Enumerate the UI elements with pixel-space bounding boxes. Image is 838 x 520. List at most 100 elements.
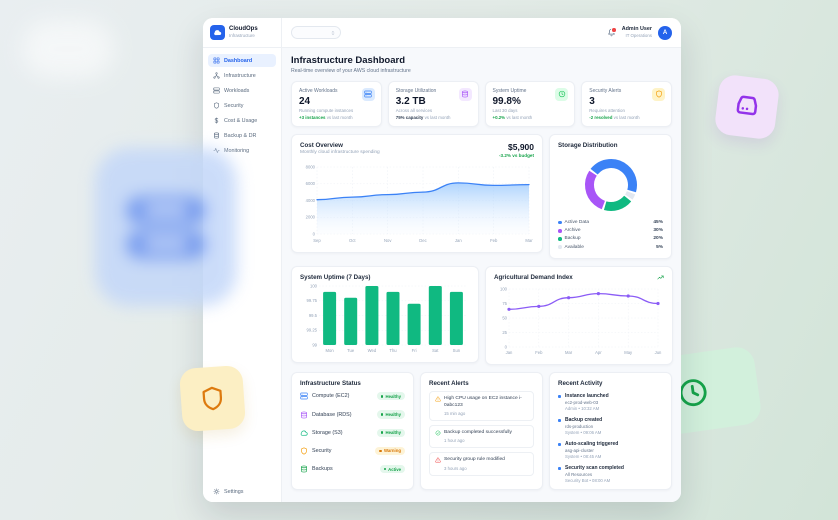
storage-legend-item-available: Available 5% xyxy=(558,243,663,251)
legend-label: Archive xyxy=(564,228,581,234)
storage-card-title: Storage Distribution xyxy=(558,141,618,149)
svg-text:Sun: Sun xyxy=(453,348,461,353)
stat-label: Storage Utilization xyxy=(395,87,437,94)
svg-text:99.75: 99.75 xyxy=(307,298,318,303)
svg-text:Apr: Apr xyxy=(595,350,602,355)
svg-text:100: 100 xyxy=(310,284,318,289)
agri-card: Agricultural Demand Index 0 25 50 75 100 Jan F… xyxy=(485,266,673,366)
stat-sub: Across all services xyxy=(395,107,433,113)
activity-title: Backup created xyxy=(565,417,603,424)
server-stack-sticker xyxy=(95,148,237,306)
svg-text:Jan: Jan xyxy=(506,350,513,355)
app-name: CloudOps xyxy=(229,26,258,33)
legend-pct: 20% xyxy=(653,236,663,242)
stat-card-icon xyxy=(361,87,375,101)
topbar-dropdown[interactable] xyxy=(291,26,341,39)
sidebar-item-label: Cost & Usage xyxy=(224,117,258,124)
activity-item: Instance launched ec2-prod-web-03 Admin • … xyxy=(558,393,663,411)
stat-card-icon xyxy=(555,87,569,101)
activity-target: ec2-prod-web-03 xyxy=(565,400,599,406)
svg-text:100: 100 xyxy=(500,287,508,292)
activity-target: rds-production xyxy=(565,424,594,430)
sidebar-item-infrastructure[interactable]: Infrastructure xyxy=(208,69,276,82)
uptime-bar-chart: 99 99.25 99.5 99.75 100 Mon Tue Wed Thu Fri Sat Sun xyxy=(300,281,470,355)
activity-meta: Admin • 10:32 AM xyxy=(565,406,600,412)
legend-pct: 45% xyxy=(653,220,663,226)
alerts-card-title: Recent Alerts xyxy=(429,380,469,388)
server-icon xyxy=(364,90,372,98)
user-name: Admin User xyxy=(621,26,652,33)
svg-text:4000: 4000 xyxy=(306,197,316,202)
sidebar-item-security[interactable]: Security xyxy=(208,99,276,112)
storage-legend: Active Data 45% Archive 30% Backup 20% Availab… xyxy=(558,219,663,252)
user-info: Admin User IT Operations xyxy=(622,26,652,38)
charts-row-1: Cost Overview Monthly cloud infrastructu… xyxy=(291,133,672,260)
sidebar-item-settings[interactable]: Settings xyxy=(203,481,281,502)
status-card-title: Infrastructure Status xyxy=(300,380,361,388)
svg-text:Sep: Sep xyxy=(313,238,321,243)
sidebar-nav: Dashboard Infrastructure Workloads Security… xyxy=(203,48,281,481)
stat-label: System Uptime xyxy=(492,87,527,94)
svg-text:Feb: Feb xyxy=(535,350,543,355)
bell-icon xyxy=(607,28,615,37)
legend-pct: 5% xyxy=(656,244,663,250)
notification-dot xyxy=(611,27,617,33)
notifications-button[interactable] xyxy=(607,27,617,37)
trending-up-icon xyxy=(657,274,664,281)
stat-sub: Running compute instances xyxy=(299,107,354,113)
alert-text: Backup completed successfully xyxy=(444,430,512,435)
svg-text:Mar: Mar xyxy=(565,350,573,355)
activity-item: Backup created rds-production System • 09:… xyxy=(558,417,663,435)
avatar[interactable]: A xyxy=(658,25,672,40)
stat-sub: Requires attention xyxy=(589,107,625,113)
status-badge: Warning xyxy=(375,446,405,455)
svg-text:Fri: Fri xyxy=(412,348,417,353)
sidebar-item-dashboard[interactable]: Dashboard xyxy=(208,54,276,67)
stat-card-icon xyxy=(652,87,665,101)
agri-line-chart: 0 25 50 75 100 Jan Feb Mar Apr May Jun xyxy=(494,283,664,357)
stat-delta: +0.2% vs last month xyxy=(492,114,533,120)
sidebar-item-backup-dr[interactable]: Backup & DR xyxy=(208,129,276,142)
svg-text:Nov: Nov xyxy=(384,238,392,243)
recent-alerts-card: Recent Alerts High CPU usage on EC2 inst… xyxy=(420,372,543,491)
status-badge: Healthy xyxy=(376,428,405,437)
svg-text:99.5: 99.5 xyxy=(309,313,318,318)
storage-donut-chart xyxy=(558,156,663,214)
app-logo: CloudOps Infrastructure xyxy=(203,18,281,48)
alert-time: 15 min ago xyxy=(444,411,466,416)
svg-text:Feb: Feb xyxy=(490,238,498,243)
svg-text:May: May xyxy=(624,350,633,355)
svg-text:Oct: Oct xyxy=(349,238,356,243)
stat-value: 3 xyxy=(589,95,595,107)
svg-text:50: 50 xyxy=(502,316,507,321)
activity-bullet xyxy=(558,419,561,423)
gear-icon xyxy=(213,488,220,495)
dashboard-content: Infrastructure Dashboard Real-time overv… xyxy=(282,48,681,502)
status-label: Backups xyxy=(312,466,333,473)
status-label: Database (RDS) xyxy=(312,411,352,418)
sidebar-item-cost-usage[interactable]: Cost & Usage xyxy=(208,114,276,127)
cloud-solid-icon xyxy=(214,30,222,36)
server-stack-icon xyxy=(127,196,205,224)
recent-activity-card: Recent Activity Instance launched ec2-pro… xyxy=(549,372,672,491)
svg-text:0: 0 xyxy=(505,345,508,350)
warning-triangle-icon xyxy=(435,396,441,402)
settings-label: Settings xyxy=(224,488,244,495)
stat-card-active-workloads: Active Workloads 24 Running compute instan… xyxy=(291,80,382,127)
drive-sticker xyxy=(713,73,781,141)
stat-card-security-alerts: Security Alerts 3 Requires attention -2 res… xyxy=(581,80,672,127)
sidebar-item-workloads[interactable]: Workloads xyxy=(208,84,276,97)
alert-item: Security group rule modified 3 hours ago xyxy=(429,452,534,476)
cost-total-value: $5,900 xyxy=(508,141,534,152)
clock-icon xyxy=(558,90,565,98)
legend-pct: 30% xyxy=(653,228,663,234)
shield-icon xyxy=(214,102,219,109)
svg-text:0: 0 xyxy=(313,231,316,236)
alert-time: 1 hour ago xyxy=(444,438,465,444)
legend-dot xyxy=(558,229,562,233)
sidebar-item-label: Dashboard xyxy=(224,57,253,64)
stat-value: 99.8% xyxy=(492,95,521,107)
stat-delta: +3 instances vs last month xyxy=(299,114,353,120)
legend-label: Backup xyxy=(564,236,581,242)
activity-title: Security scan completed xyxy=(565,465,624,472)
